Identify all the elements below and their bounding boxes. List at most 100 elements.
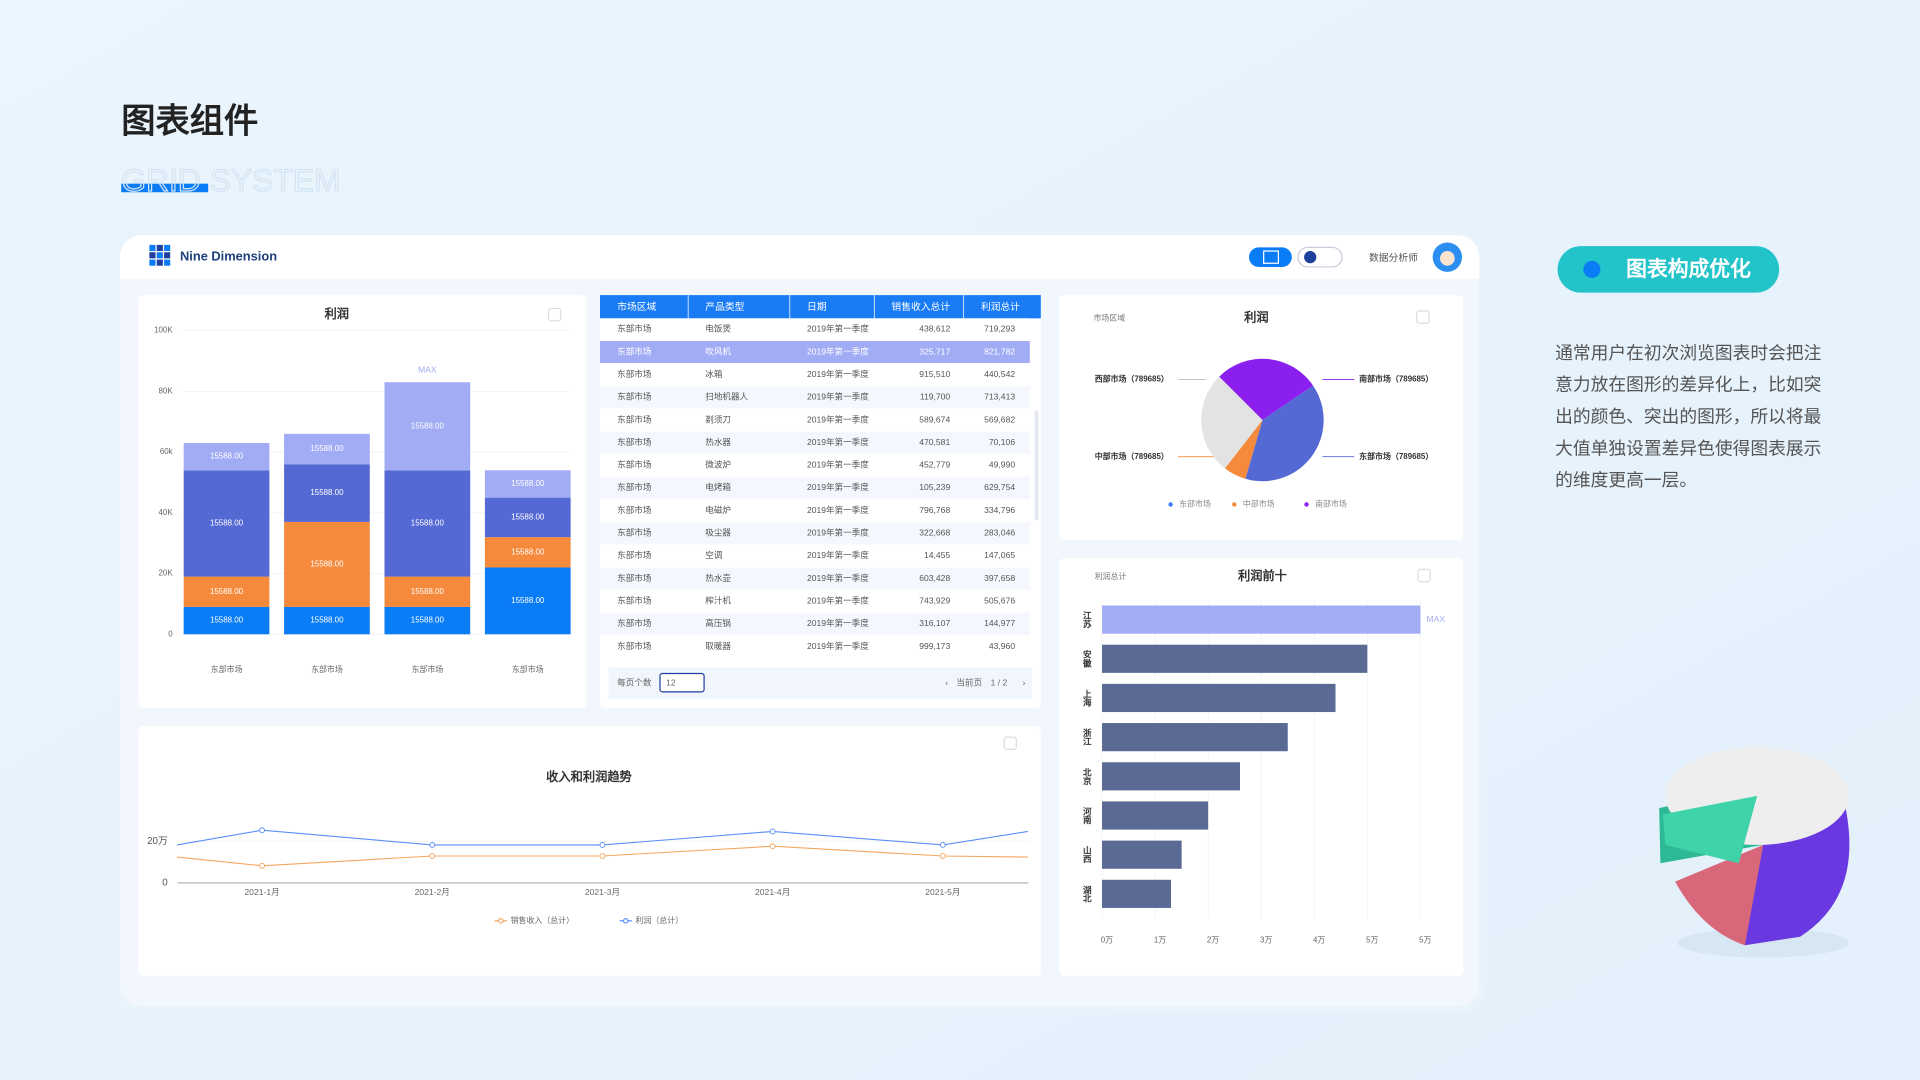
- table-row: [600, 318, 1030, 341]
- table-cell: 东部市场: [617, 504, 652, 515]
- line-marker: [939, 853, 946, 859]
- table-cell: 东部市场: [617, 549, 652, 560]
- table-row: [600, 341, 1030, 364]
- legend-label: 销售收入（总计）: [511, 915, 575, 925]
- table-cell: 713,413: [984, 392, 1015, 402]
- segment-label: 15588.00: [511, 547, 545, 556]
- table-cell: 2019年第一季度: [807, 323, 869, 334]
- y-tick-label: 河南: [1082, 805, 1092, 825]
- bar-segment: [284, 606, 370, 635]
- bar: [1102, 762, 1240, 791]
- legend-label: 中部市场: [1243, 499, 1275, 509]
- pie-slice: [1201, 376, 1263, 469]
- dropdown[interactable]: [1417, 568, 1431, 583]
- bar-segment: [183, 576, 270, 607]
- segment-label: 15588.00: [310, 488, 344, 497]
- segment-label: 15588.00: [310, 444, 344, 453]
- logo: [149, 244, 171, 266]
- table-row: [600, 386, 1030, 409]
- bar: [1102, 723, 1288, 752]
- line-marker: [769, 843, 776, 850]
- table-cell: 144,977: [984, 618, 1015, 628]
- bar-segment: [484, 567, 571, 635]
- bar: [1102, 801, 1209, 830]
- segment-label: 15588.00: [411, 519, 445, 528]
- legend-marker-dot: [622, 918, 629, 924]
- table-cell: 取暖器: [705, 641, 731, 651]
- dropdown[interactable]: [1003, 736, 1017, 750]
- bar-segment: [284, 521, 370, 607]
- prev-page[interactable]: ‹: [945, 678, 948, 688]
- y-tick-label: 浙江: [1082, 727, 1092, 747]
- chart-toggle[interactable]: [1248, 247, 1292, 267]
- page-size-label: 每页个数: [617, 677, 652, 688]
- table-cell: 东部市场: [617, 527, 652, 538]
- table-cell: 2019年第一季度: [807, 413, 869, 424]
- table-cell: 东部市场: [617, 594, 652, 605]
- table-header: [600, 295, 1041, 319]
- table-cell: 629,754: [984, 482, 1015, 492]
- table-cell: 剃须刀: [705, 413, 731, 424]
- description: 通常用户在初次浏览图表时会把注意力放在图形的差异化上，比如突出的颜色、突出的图形…: [1555, 344, 1822, 492]
- table-cell: 2019年第一季度: [807, 617, 869, 628]
- y-tick-label: 江苏: [1082, 610, 1092, 630]
- table-cell: 2019年第一季度: [807, 549, 869, 560]
- bar-segment: [384, 606, 471, 635]
- table-cell: 榨汁机: [705, 594, 731, 605]
- segment-label: 15588.00: [310, 616, 344, 625]
- line-marker: [259, 862, 265, 869]
- bar-segment: [284, 464, 370, 522]
- x-tick-label: 5万: [1419, 936, 1431, 945]
- slice-label: 东部市场（789685）: [1359, 451, 1433, 461]
- table-cell: 569,682: [984, 414, 1015, 424]
- current-page: 1 / 2: [991, 678, 1008, 688]
- next-page[interactable]: ›: [1022, 678, 1025, 688]
- chart-title: 利润: [324, 306, 348, 321]
- segment-label: 15588.00: [511, 512, 545, 521]
- line-marker: [939, 842, 946, 848]
- x-tick-label: 2021-3月: [585, 887, 620, 897]
- table-cell: 2019年第一季度: [807, 391, 869, 402]
- line-marker: [429, 842, 436, 848]
- page-size-select[interactable]: [659, 672, 705, 693]
- legend-label: 东部市场: [1179, 499, 1211, 509]
- table-row: [600, 363, 1030, 386]
- segment-label: 15588.00: [210, 519, 244, 528]
- table-header-cell: 销售收入总计: [891, 300, 950, 313]
- scrollbar: [1034, 410, 1039, 521]
- segment-label: 15588.00: [210, 616, 244, 625]
- dropdown[interactable]: [547, 307, 562, 322]
- table-cell: 589,674: [919, 414, 950, 424]
- chart-title: 收入和利润趋势: [546, 769, 632, 784]
- page-size: 12: [666, 678, 676, 688]
- x-tick-label: 1万: [1154, 936, 1166, 945]
- chart-subtitle: 市场区域: [1093, 312, 1125, 322]
- table-cell: 2019年第一季度: [807, 640, 869, 651]
- chart-icon: [1263, 250, 1279, 264]
- legend-label: 利润（总计）: [636, 915, 684, 925]
- bar-segment: [484, 537, 571, 568]
- app-bar: [120, 235, 1480, 280]
- pie-slice: [1245, 385, 1324, 482]
- axis-label: 利润总计: [1095, 571, 1127, 581]
- page-title: 图表组件: [121, 103, 258, 141]
- table-cell: 743,929: [919, 595, 950, 605]
- table-cell: 空调: [705, 549, 722, 560]
- table-cell: 电烤箱: [705, 481, 731, 492]
- theme-icon: [1304, 251, 1317, 264]
- table-cell: 505,676: [984, 595, 1015, 605]
- pie-slice: [1224, 420, 1263, 479]
- x-tick-label: 2021-5月: [925, 887, 960, 897]
- line-marker: [599, 842, 606, 848]
- table-cell: 334,796: [984, 505, 1015, 515]
- dropdown[interactable]: [1416, 310, 1430, 324]
- table-cell: 东部市场: [617, 459, 652, 470]
- segment-label: 15588.00: [411, 587, 445, 596]
- bar-segment: [484, 470, 571, 498]
- slice-label: 西部市场（789685）: [1095, 374, 1169, 384]
- segment-label: 15588.00: [411, 616, 445, 625]
- table-cell: 603,428: [919, 573, 950, 583]
- y-tick-label: 上海: [1082, 688, 1092, 708]
- bar: [1102, 879, 1172, 908]
